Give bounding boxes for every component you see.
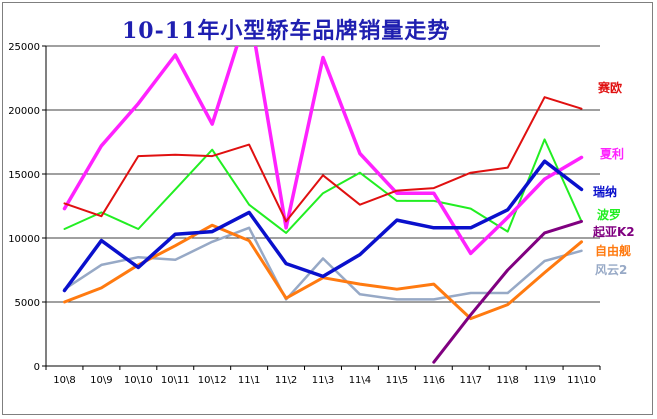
legend-label-1: 夏利: [600, 146, 624, 161]
legend-label-4: 起亚K2: [592, 224, 635, 239]
legend-label-2: 瑞纳: [593, 184, 617, 199]
x-tick-label: 10\12: [198, 375, 227, 386]
chart-title: 10-11年小型轿车品牌销量走势: [122, 18, 450, 44]
x-axis-ticks: 10\8 10\9 10\10 10\11 10\12 11\1 11\2 11\3 11\4 1…: [45, 366, 601, 386]
series-line-1: [62, 46, 584, 256]
series-line-3: [63, 138, 583, 234]
y-tick-label: 15000: [8, 170, 40, 181]
axes: [45, 46, 600, 367]
x-tick-label: 10\9: [90, 375, 112, 386]
x-tick-label: 10\8: [53, 375, 75, 386]
legend-label-0: 赛欧: [597, 80, 622, 95]
x-tick-label: 10\10: [124, 375, 153, 386]
x-tick-label: 11\10: [567, 375, 596, 386]
series-line-2: [62, 159, 584, 293]
x-tick-label: 11\4: [349, 375, 371, 386]
x-tick-label: 11\1: [238, 375, 260, 386]
y-tick-label: 5000: [15, 298, 40, 309]
x-tick-label: 11\5: [386, 375, 408, 386]
y-tick-label: 0: [34, 362, 40, 373]
y-tick-label: 20000: [8, 106, 40, 117]
x-tick-label: 11\8: [496, 375, 518, 386]
series-line-5: [63, 223, 583, 321]
x-tick-label: 11\3: [312, 375, 334, 386]
x-tick-label: 11\6: [423, 375, 445, 386]
series-line-4: [432, 219, 583, 364]
series-line-0: [63, 96, 583, 223]
grid-lines: [46, 45, 600, 303]
x-tick-label: 11\2: [275, 375, 297, 386]
y-axis-ticks: 0 5000 10000 15000 20000 25000: [8, 42, 46, 373]
y-tick-label: 10000: [8, 234, 40, 245]
x-tick-label: 11\9: [533, 375, 555, 386]
legend-label-3: 波罗: [597, 207, 621, 222]
series-lines: [62, 46, 584, 364]
x-tick-label: 10\11: [161, 375, 190, 386]
legend-label-6: 风云2: [595, 263, 627, 277]
x-tick-label: 11\7: [459, 375, 481, 386]
legend-label-5: 自由舰: [595, 243, 631, 258]
y-tick-label: 25000: [8, 42, 40, 53]
